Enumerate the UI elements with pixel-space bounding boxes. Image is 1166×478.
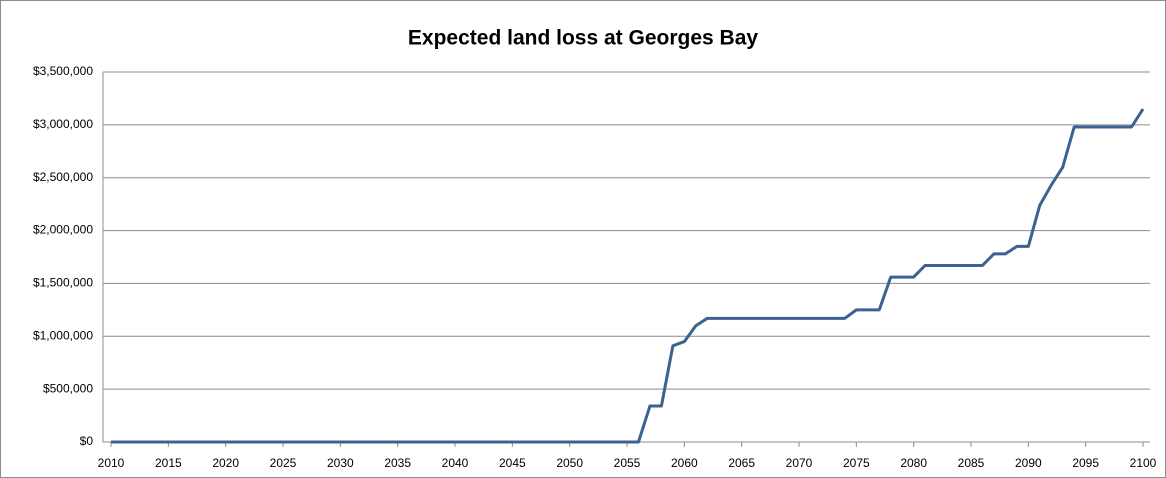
x-tick-label: 2080: [900, 456, 927, 470]
x-tick-label: 2095: [1072, 456, 1099, 470]
x-tick-label: 2025: [270, 456, 297, 470]
y-tick-label: $3,000,000: [33, 117, 93, 131]
chart-title: Expected land loss at Georges Bay: [408, 27, 758, 50]
x-tick-label: 2065: [728, 456, 755, 470]
x-tick-label: 2015: [155, 456, 182, 470]
y-tick-label: $0: [80, 434, 94, 448]
y-tick-label: $2,000,000: [33, 223, 93, 237]
x-tick-label: 2050: [556, 456, 583, 470]
x-tick-label: 2040: [442, 456, 469, 470]
y-tick-label: $3,500,000: [33, 64, 93, 78]
x-tick-label: 2010: [98, 456, 125, 470]
x-tick-label: 2075: [843, 456, 870, 470]
y-tick-label: $1,000,000: [33, 328, 93, 342]
x-tick-label: 2060: [671, 456, 698, 470]
y-tick-label: $2,500,000: [33, 170, 93, 184]
x-tick-label: 2020: [212, 456, 239, 470]
x-tick-label: 2090: [1015, 456, 1042, 470]
x-tick-label: 2035: [384, 456, 411, 470]
x-tick-label: 2070: [786, 456, 813, 470]
x-tick-label: 2085: [958, 456, 985, 470]
data-line: [111, 108, 1145, 444]
x-tick-label: 2055: [614, 456, 641, 470]
x-tick-label: 2030: [327, 456, 354, 470]
x-tick-label: 2045: [499, 456, 526, 470]
y-tick-label: $500,000: [43, 381, 93, 395]
x-tick-label: 2100: [1130, 456, 1157, 470]
y-tick-label: $1,500,000: [33, 276, 93, 290]
